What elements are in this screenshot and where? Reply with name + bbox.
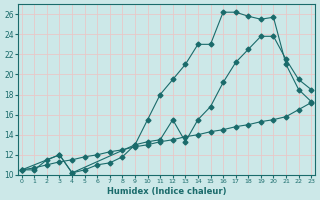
X-axis label: Humidex (Indice chaleur): Humidex (Indice chaleur) bbox=[107, 187, 226, 196]
